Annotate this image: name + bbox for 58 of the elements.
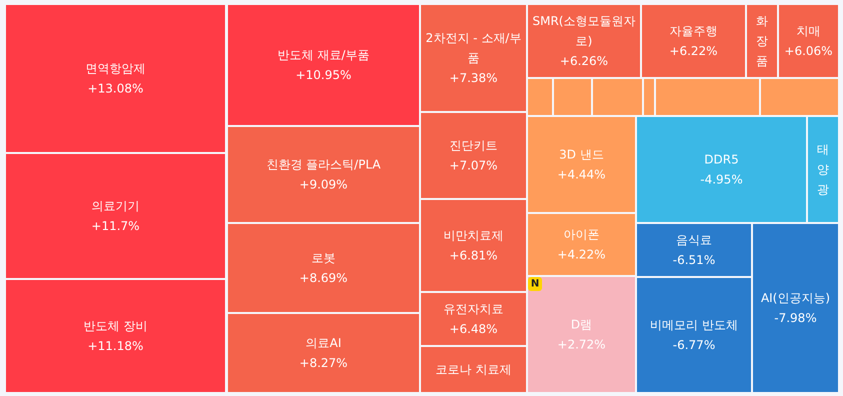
category-label: 자율주행: [670, 24, 718, 38]
category-label: 로봇: [312, 251, 336, 265]
data-label: +7.38%: [449, 71, 498, 85]
category-label: 코로나 치료제: [436, 362, 512, 376]
로봇: 로봇 +8.69%: [228, 224, 419, 312]
category-label: 태양광: [817, 142, 829, 196]
category-label: 친환경 플라스틱/PLA: [266, 158, 382, 172]
화장품: 화장품: [747, 5, 777, 77]
category-label: 면역항암제: [86, 62, 146, 76]
data-label: +6.22%: [669, 44, 718, 58]
category-label: 2차전지 - 소재/부품: [426, 31, 522, 65]
data-label: +10.95%: [296, 68, 352, 82]
category-label: 아이폰: [564, 228, 600, 242]
면역항암제: 면역항암제 +13.08%: [6, 5, 225, 152]
data-label: +2.72%: [557, 338, 606, 352]
category-label: 유전자치료: [444, 302, 504, 316]
data-label: +4.22%: [557, 248, 606, 262]
category-label: D램: [570, 318, 592, 332]
badge: N: [528, 277, 542, 291]
category-label: 의료AI: [306, 336, 342, 350]
data-label: -6.51%: [672, 253, 716, 267]
category-label: 반도체 장비: [84, 319, 148, 333]
category-label: 치매: [796, 24, 820, 38]
아이폰: 아이폰 +4.22%: [528, 214, 635, 275]
치매: 치매 +6.06%: [779, 5, 838, 77]
category-label: 의료기기: [92, 199, 140, 213]
data-label: +6.81%: [449, 248, 498, 262]
data-label: +6.48%: [449, 322, 498, 336]
data-label: +8.27%: [299, 356, 348, 370]
태양광: 태양광: [808, 117, 838, 222]
data-label: +11.18%: [88, 339, 144, 353]
category-label: 음식료: [676, 233, 712, 247]
data-label: +9.09%: [299, 178, 348, 192]
category-label: 진단키트: [450, 138, 498, 152]
category-label: 화장품: [756, 14, 768, 68]
비만치료제: 비만치료제 +6.81%: [421, 200, 526, 291]
category-label: 비메모리 반도체: [650, 318, 738, 332]
자율주행: 자율주행 +6.22%: [642, 5, 745, 77]
data-label: +7.07%: [449, 158, 498, 172]
유전자치료: 유전자치료 +6.48%: [421, 293, 526, 345]
data-label: +6.26%: [560, 54, 608, 68]
data-label: +13.08%: [88, 82, 144, 96]
data-label: +6.06%: [784, 44, 833, 58]
category-label: 비만치료제: [444, 228, 504, 242]
data-label: -7.98%: [774, 311, 817, 325]
data-label: -6.77%: [672, 338, 716, 352]
category-label: 3D 낸드: [559, 148, 604, 162]
data-label: +11.7%: [91, 219, 140, 233]
category-label: SMR(소형모듈원자로): [532, 14, 636, 48]
data-label: +4.44%: [557, 168, 606, 182]
data-label: -4.95%: [700, 172, 743, 186]
category-label: 반도체 재료/부품: [278, 48, 370, 62]
category-label: AI(인공지능): [760, 291, 830, 305]
의료기기: 의료기기 +11.7%: [6, 154, 225, 278]
data-label: +8.69%: [299, 271, 348, 285]
음식료: 음식료 -6.51%: [637, 224, 751, 276]
category-label: DDR5: [704, 152, 739, 166]
진단키트: 진단키트 +7.07%: [421, 113, 526, 198]
